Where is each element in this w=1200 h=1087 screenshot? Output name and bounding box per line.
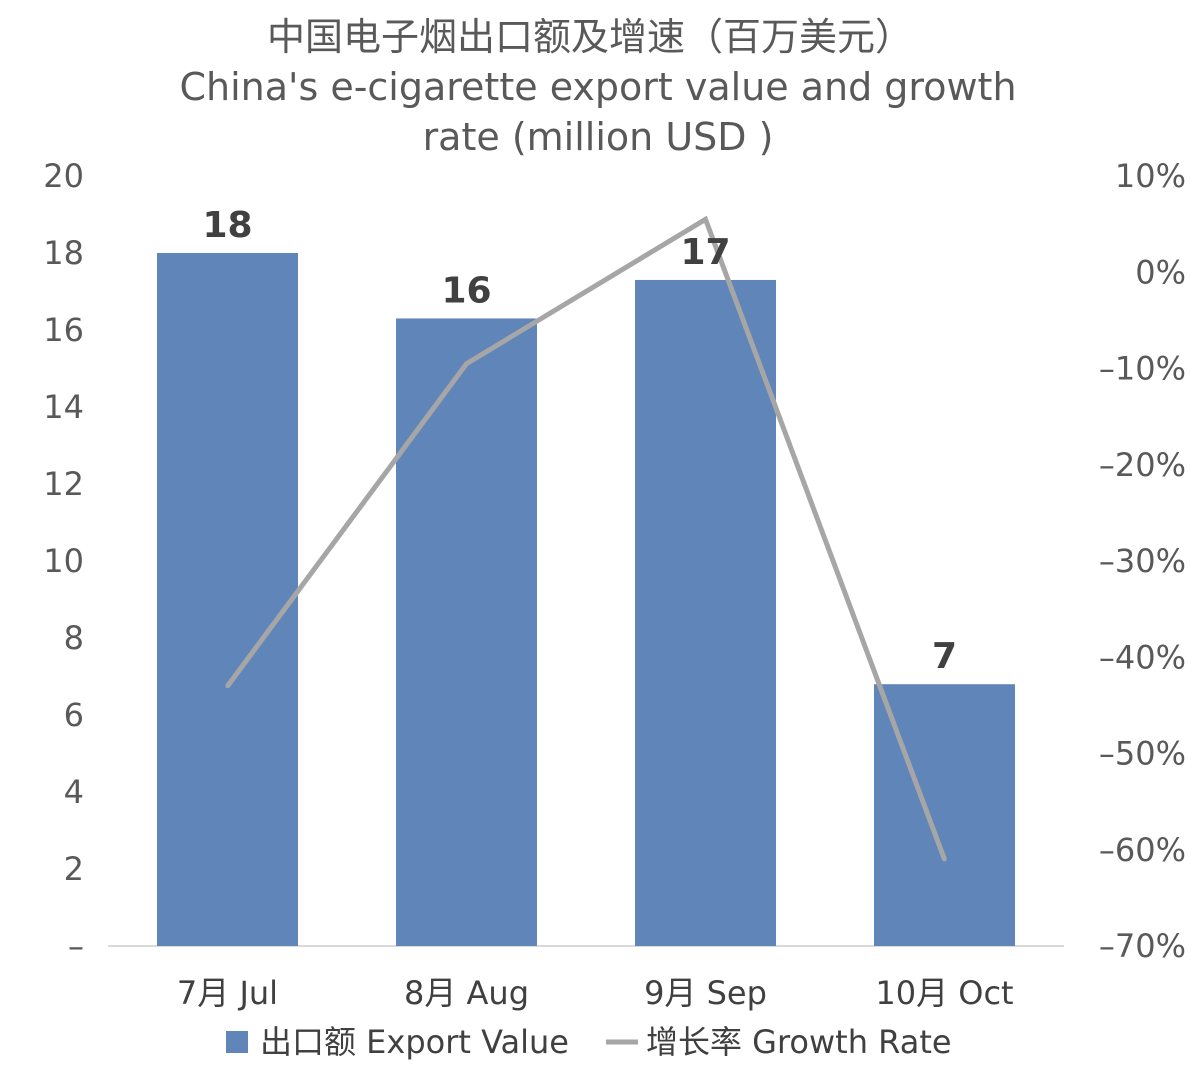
right-axis-ticks: 10% 0% –10% –20% –30% –40% –50% –60% –70% bbox=[1099, 157, 1186, 965]
left-tick-label: 12 bbox=[43, 465, 84, 503]
bar-data-label: 17 bbox=[680, 232, 730, 273]
left-tick-label: 2 bbox=[64, 850, 84, 888]
growth-rate-point bbox=[464, 361, 469, 366]
right-tick-label: –30% bbox=[1099, 542, 1186, 580]
left-tick-label: 20 bbox=[43, 157, 84, 195]
bar bbox=[157, 253, 298, 946]
legend: 出口额 Export Value 增长率 Growth Rate bbox=[226, 1023, 952, 1061]
right-tick-label: –10% bbox=[1099, 350, 1186, 388]
right-tick-label: –20% bbox=[1099, 446, 1186, 484]
growth-rate-line bbox=[225, 215, 947, 861]
bar-data-label: 16 bbox=[441, 270, 491, 311]
right-tick-label: 0% bbox=[1135, 253, 1186, 291]
chart-title: 中国电子烟出口额及增速（百万美元） bbox=[267, 15, 913, 59]
chart-subtitle-line-2: rate (million USD ) bbox=[423, 115, 774, 159]
category-label: 8月 Aug bbox=[404, 974, 529, 1012]
category-label: 7月 Jul bbox=[177, 974, 278, 1012]
growth-rate-point bbox=[703, 217, 708, 222]
bar bbox=[635, 279, 776, 946]
left-tick-label: 10 bbox=[43, 542, 84, 580]
left-tick-label: 14 bbox=[43, 388, 84, 426]
data-labels: 18 16 17 7 bbox=[202, 205, 957, 677]
left-axis-ticks: – 2 4 6 8 10 12 14 16 18 20 bbox=[43, 157, 84, 965]
left-tick-label: 8 bbox=[64, 619, 84, 657]
bar-data-label: 7 bbox=[932, 636, 957, 677]
left-tick-label: 16 bbox=[43, 311, 84, 349]
right-tick-label: –40% bbox=[1099, 638, 1186, 676]
growth-rate-point bbox=[225, 684, 230, 689]
bar bbox=[396, 318, 537, 946]
bar-data-label: 18 bbox=[202, 205, 252, 246]
line-series bbox=[225, 215, 947, 862]
growth-rate-point bbox=[942, 857, 947, 862]
category-label: 9月 Sep bbox=[644, 974, 767, 1012]
legend-swatch-export bbox=[226, 1031, 248, 1053]
chart-subtitle-line-1: China's e-cigarette export value and gro… bbox=[179, 65, 1016, 109]
category-labels: 7月 Jul 8月 Aug 9月 Sep 10月 Oct bbox=[177, 974, 1014, 1012]
right-tick-label: –60% bbox=[1099, 831, 1186, 869]
bar-series bbox=[157, 253, 1015, 946]
left-tick-label: 18 bbox=[43, 234, 84, 272]
legend-label-export: 出口额 Export Value bbox=[260, 1023, 569, 1061]
legend-label-growth: 增长率 Growth Rate bbox=[646, 1023, 952, 1061]
right-tick-label: –70% bbox=[1099, 927, 1186, 965]
left-tick-label: 6 bbox=[64, 696, 84, 734]
category-label: 10月 Oct bbox=[875, 974, 1013, 1012]
left-tick-label: 4 bbox=[64, 773, 84, 811]
right-tick-label: –50% bbox=[1099, 735, 1186, 773]
right-tick-label: 10% bbox=[1115, 157, 1186, 195]
left-tick-label: – bbox=[68, 927, 84, 965]
